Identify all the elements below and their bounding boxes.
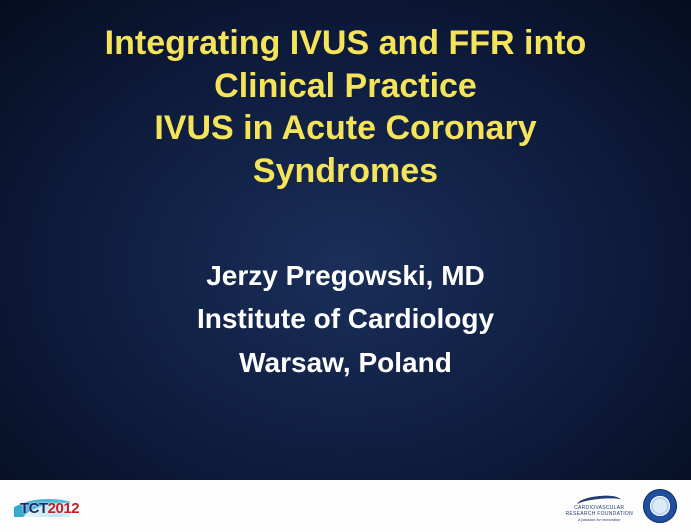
crf-swoosh-icon (577, 490, 621, 506)
tct-year: 2012 (48, 500, 79, 517)
crf-logo-group: CARDIOVASCULAR RESEARCH FOUNDATION a pas… (565, 489, 677, 523)
title-line-3: IVUS in Acute Coronary (0, 107, 691, 150)
author-affiliation: Institute of Cardiology (0, 297, 691, 340)
title-line-2: Clinical Practice (0, 65, 691, 108)
crf-logo: CARDIOVASCULAR RESEARCH FOUNDATION a pas… (565, 490, 633, 522)
presentation-slide: Integrating IVUS and FFR into Clinical P… (0, 0, 691, 532)
author-name: Jerzy Pregowski, MD (0, 254, 691, 297)
tct-logo: TCT2012 (14, 495, 79, 517)
tct-logo-text: TCT2012 (20, 500, 79, 517)
author-location: Warsaw, Poland (0, 341, 691, 384)
author-block: Jerzy Pregowski, MD Institute of Cardiol… (0, 254, 691, 384)
tct-main: TCT (20, 500, 48, 517)
slide-footer: TCT2012 CARDIOVASCULAR RESEARCH FOUNDATI… (0, 480, 691, 532)
seal-inner-icon (653, 499, 667, 513)
title-line-1: Integrating IVUS and FFR into (0, 22, 691, 65)
slide-title: Integrating IVUS and FFR into Clinical P… (0, 0, 691, 192)
title-line-4: Syndromes (0, 150, 691, 193)
seal-icon (643, 489, 677, 523)
crf-tagline: a passion for innovation (578, 517, 620, 522)
